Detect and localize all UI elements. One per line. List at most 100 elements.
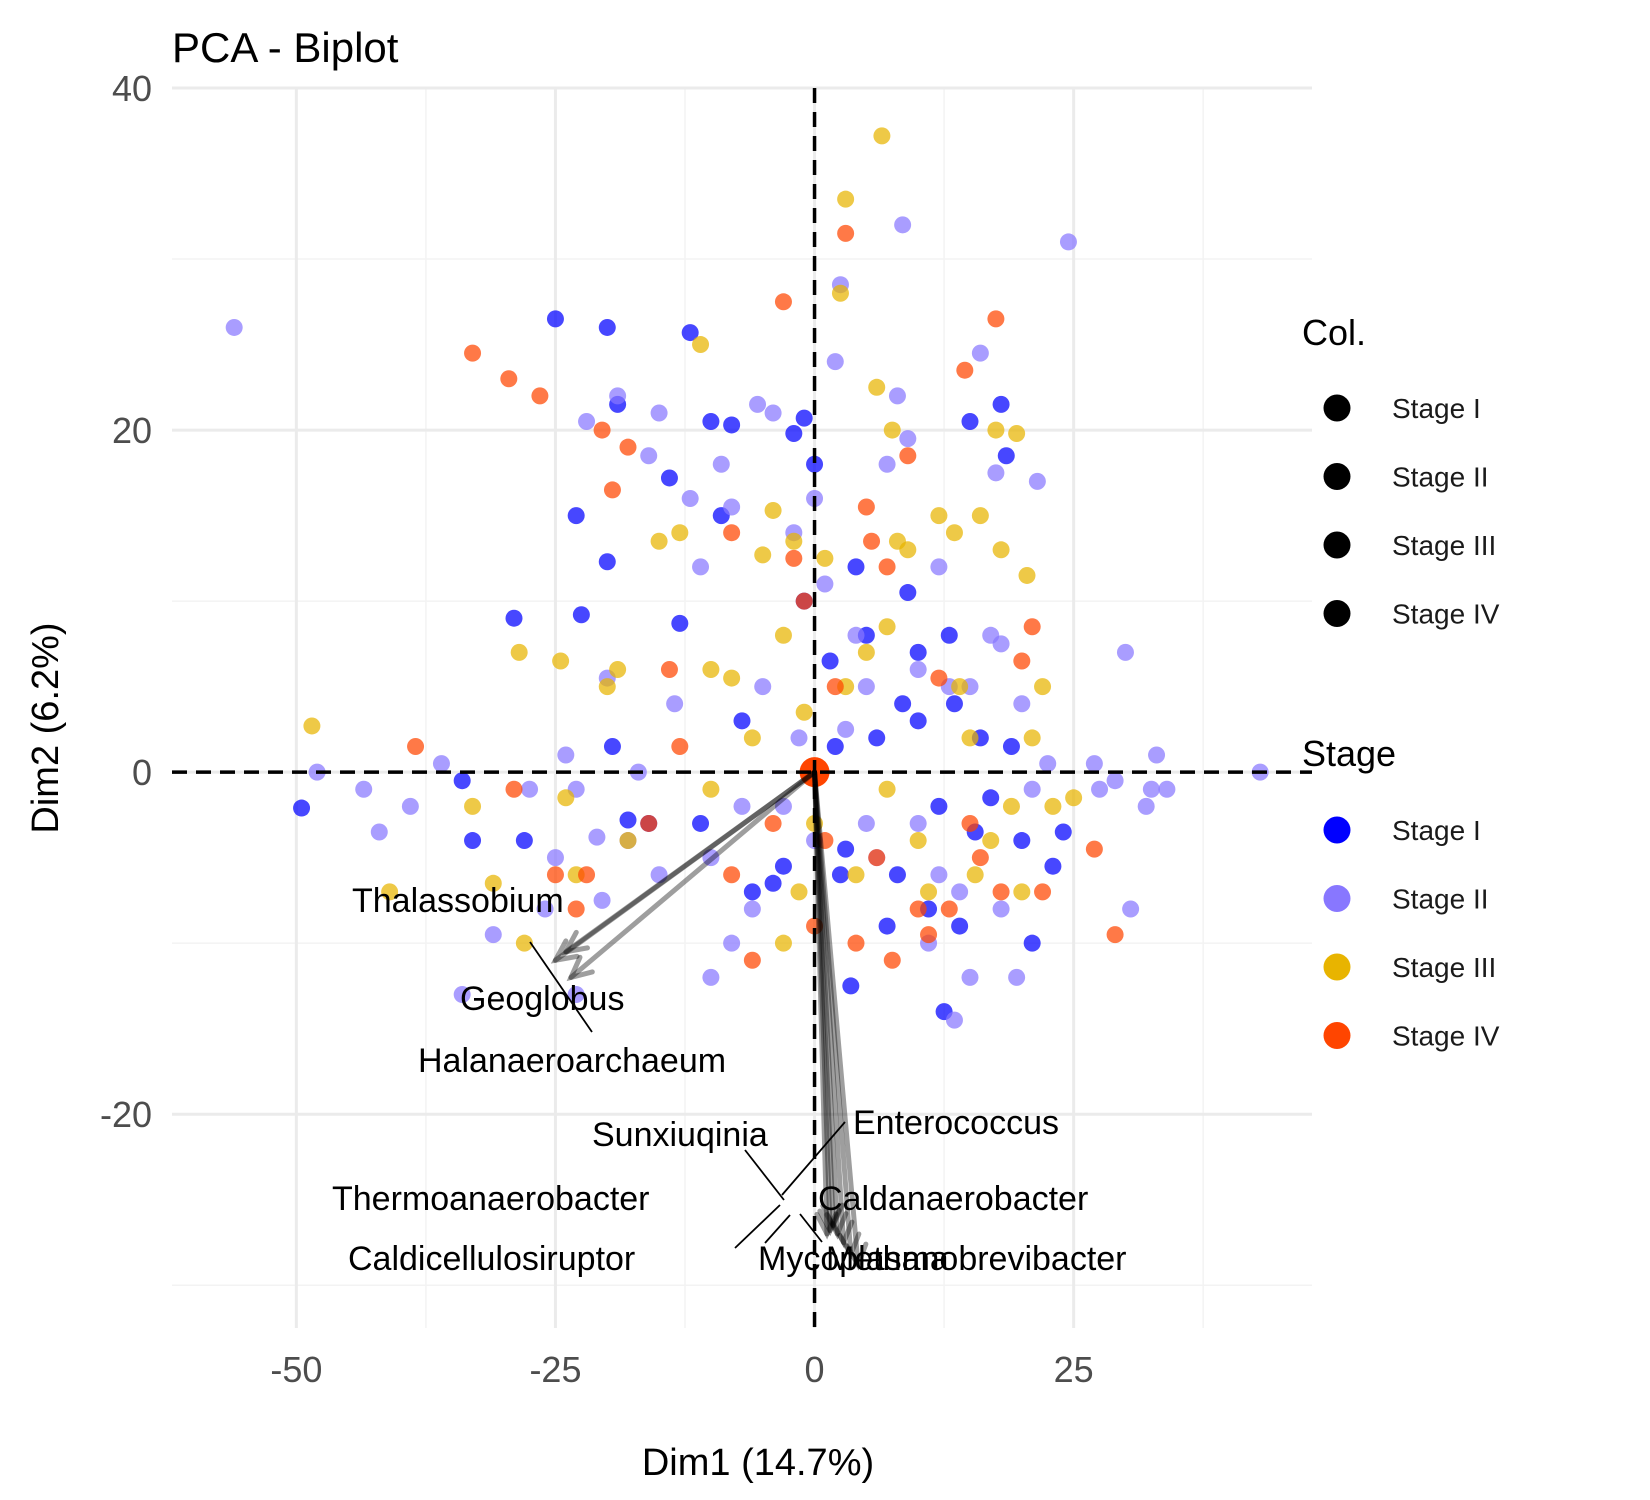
data-point <box>754 678 772 696</box>
data-point <box>987 421 1005 439</box>
arrow-head <box>814 1211 839 1240</box>
data-point <box>505 609 523 627</box>
data-point <box>1013 883 1031 901</box>
data-point <box>987 310 1005 328</box>
legend-label: Stage IV <box>1392 599 1500 630</box>
data-point <box>888 866 906 884</box>
data-point <box>961 814 979 832</box>
data-point <box>521 780 539 798</box>
data-point <box>1023 618 1041 636</box>
data-point <box>619 811 637 829</box>
data-point <box>826 353 844 371</box>
arrow-head <box>837 1231 862 1261</box>
data-point <box>681 324 699 342</box>
data-point <box>723 934 741 952</box>
arrow-thermoanaerobacter <box>812 769 842 1237</box>
leader-line <box>799 1213 823 1243</box>
data-point <box>909 900 927 918</box>
data-point <box>692 336 710 354</box>
arrow-geoglobus <box>566 769 818 982</box>
data-point <box>552 652 570 670</box>
data-point <box>603 481 621 499</box>
data-point <box>650 532 668 550</box>
data-point <box>567 985 585 1003</box>
data-point <box>774 857 792 875</box>
legend-label: Stage I <box>1392 393 1481 424</box>
x-axis-title: Dim1 (14.7%) <box>642 1442 874 1484</box>
data-point <box>909 832 927 850</box>
arrow-sunxiuqinia <box>812 769 845 1232</box>
data-point <box>816 575 834 593</box>
data-point <box>785 424 803 442</box>
data-point <box>660 469 678 487</box>
data-point <box>873 127 891 145</box>
data-point <box>1013 652 1031 670</box>
legend-key <box>1323 531 1351 559</box>
data-point <box>303 717 321 735</box>
data-point <box>930 866 948 884</box>
data-point <box>868 378 886 396</box>
data-point <box>572 606 590 624</box>
data-point <box>857 814 875 832</box>
data-point <box>671 737 689 755</box>
data-point <box>515 832 533 850</box>
arrow-head <box>844 1241 869 1271</box>
data-point <box>749 395 767 413</box>
data-point <box>370 823 388 841</box>
y-axis-title: Dim2 (6.2%) <box>25 622 67 833</box>
arrow-mycoplasma <box>812 769 862 1261</box>
data-point <box>1018 566 1036 584</box>
data-point <box>764 814 782 832</box>
data-point <box>1148 746 1166 764</box>
data-point <box>1008 968 1026 986</box>
data-point <box>878 917 896 935</box>
data-point <box>598 318 616 336</box>
data-point <box>593 421 611 439</box>
data-point <box>785 549 803 567</box>
data-point <box>578 413 596 431</box>
data-point <box>785 532 803 550</box>
data-point <box>702 413 720 431</box>
legend-key <box>1323 885 1351 912</box>
x-tick-label: -50 <box>270 1349 322 1390</box>
arrow-head <box>817 1207 842 1237</box>
data-point <box>1002 737 1020 755</box>
arrow-head <box>550 938 580 964</box>
data-point <box>1023 780 1041 798</box>
data-point <box>940 626 958 644</box>
data-point <box>464 344 482 362</box>
data-point <box>930 558 948 576</box>
arrow-methanobrevibacter <box>812 769 869 1271</box>
data-point <box>692 814 710 832</box>
data-point <box>1034 883 1052 901</box>
data-point <box>733 712 751 730</box>
data-point <box>790 883 808 901</box>
data-point <box>1106 772 1124 790</box>
data-point <box>992 900 1010 918</box>
y-tick-label: 40 <box>112 68 152 109</box>
data-point <box>743 883 761 901</box>
variable-label: Halanaeroarchaeum <box>418 1042 726 1080</box>
variable-label: Geoglobus <box>460 980 624 1018</box>
arrow-caldanaerobacter <box>812 769 855 1249</box>
data-point <box>992 395 1010 413</box>
data-point <box>453 772 471 790</box>
data-point <box>484 926 502 944</box>
data-point <box>650 866 668 884</box>
data-point <box>971 507 989 525</box>
axis-ticks: -50 -25 0 25 -20 0 20 40 <box>100 68 1094 1390</box>
data-point <box>982 832 1000 850</box>
variable-labels: Thalassobium Geoglobus Halanaeroarchaeum Su… <box>332 882 1127 1278</box>
data-point <box>536 900 554 918</box>
data-point <box>961 413 979 431</box>
data-point <box>557 789 575 807</box>
x-tick-label: 25 <box>1054 1349 1094 1390</box>
leader-line <box>529 941 593 1033</box>
data-point <box>945 695 963 713</box>
data-point <box>971 849 989 867</box>
data-point <box>702 661 720 679</box>
data-point <box>774 626 792 644</box>
leader-line <box>734 1204 781 1249</box>
data-point <box>567 900 585 918</box>
